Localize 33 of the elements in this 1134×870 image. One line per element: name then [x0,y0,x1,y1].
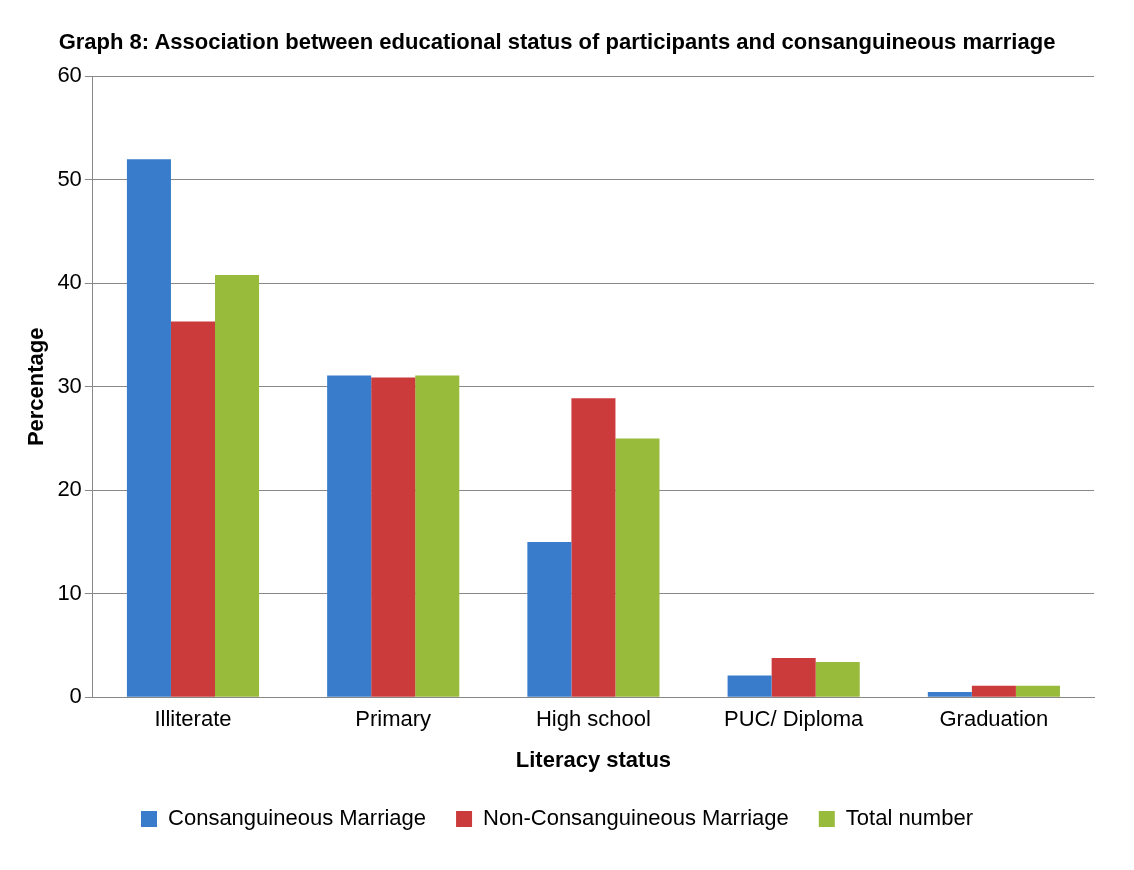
bar [615,438,660,697]
x-tick-label: PUC/ Diploma [723,706,865,732]
y-axis-title: Percentage [23,327,49,447]
x-axis-title: Literacy status [515,746,672,772]
bar [415,375,460,697]
bar [971,685,1016,697]
y-tick-label: 0 [69,683,82,709]
x-tick-label: Illiterate [154,706,232,732]
x-tick-label: Primary [355,706,432,732]
y-tick-label: 50 [57,165,82,191]
bar [215,275,260,697]
legend-label: Total number [845,805,973,831]
chart-title: Graph 8: Association between educational status of participants and consanguineous marriage [58,29,1056,55]
bar [327,375,372,697]
bar [371,377,416,697]
bar [571,398,616,697]
x-tick-label: High school [535,706,651,732]
bar [126,159,171,697]
legend-label: Non-Consanguineous Marriage [483,805,789,831]
y-tick-label: 10 [57,579,82,605]
bar [1015,685,1060,697]
y-tick-label: 40 [57,269,82,295]
bar [527,542,572,697]
bar [927,692,972,697]
legend-label: Consanguineous Marriage [168,805,427,831]
y-tick-label: 30 [57,372,82,398]
y-tick-label: 60 [57,62,82,88]
bar [170,321,216,697]
y-tick-label: 20 [57,476,82,502]
bar [727,675,772,697]
bar [771,657,816,697]
x-tick-label: Graduation [939,706,1049,732]
bar [815,662,860,697]
